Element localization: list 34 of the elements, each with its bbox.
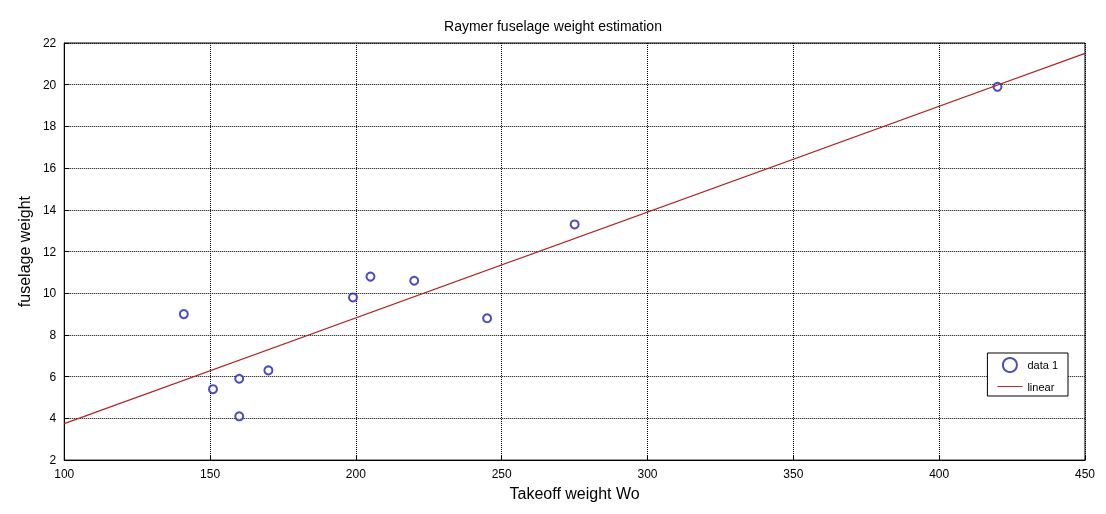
point [234,373,245,384]
point [409,275,420,286]
point [263,365,274,376]
y-tick-label: 14 [42,202,57,217]
point [569,219,580,230]
point [207,384,218,395]
legend-label: linear [1027,380,1055,393]
y-axis-title: fuselage weight [15,195,33,308]
y-tick-label: 8 [49,327,57,342]
y-tick-label: 16 [42,161,57,176]
y-tick-label: 22 [42,36,57,50]
point [365,271,376,282]
x-tick-label: 200 [345,467,367,482]
x-tick-label: 250 [491,467,513,482]
x-tick-label: 300 [637,467,658,482]
y-tick-label: 2 [49,453,57,468]
y-tick-label: 12 [42,244,57,259]
x-tick-label: 150 [200,467,221,482]
x-tick-label: 400 [929,467,950,482]
chart-title: Raymer fuselage weight estimation [444,18,662,34]
x-tick-label: 450 [1074,467,1096,482]
y-tick-label: 18 [42,119,57,134]
y-tick-label: 6 [49,369,57,384]
y-tick-label: 20 [42,77,57,92]
x-axis-title: Takeoff weight Wo [509,484,640,502]
y-tick-label: 4 [49,411,57,426]
legend-label: data 1 [1027,359,1059,371]
x-tick-label: 350 [783,467,804,482]
y-tick-label: 10 [42,286,57,301]
x-tick-label: 100 [54,467,75,482]
point [347,292,358,303]
point [482,313,493,324]
point [234,411,245,422]
point [178,309,189,320]
